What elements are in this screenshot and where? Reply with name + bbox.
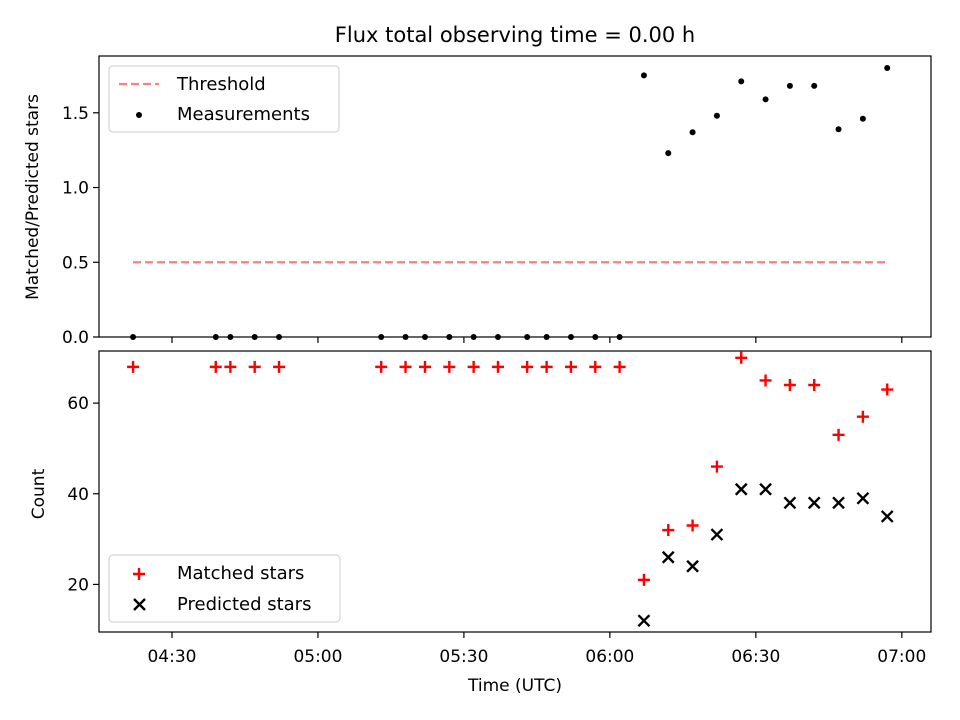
x-axis-label: Time (UTC) bbox=[467, 676, 562, 696]
matched-star-point bbox=[881, 383, 894, 396]
x-tick-label: 07:00 bbox=[877, 647, 926, 667]
bottom-plot-panel: 20 40 60 04:30 05:00 05:30 06:00 06:30 07:00 Co… bbox=[29, 350, 932, 696]
top-plot-panel: 0.0 0.5 1.0 1.5 Matched/Predicted stars Thr… bbox=[23, 55, 932, 348]
measurement-point bbox=[786, 82, 793, 89]
chart-title: Flux total observing time = 0.00 h bbox=[335, 23, 695, 47]
matched-star-point bbox=[375, 360, 388, 373]
top-y-tick-label: 1.0 bbox=[62, 179, 89, 199]
predicted-star-point bbox=[783, 496, 797, 510]
predicted-star-point bbox=[759, 482, 772, 496]
measurement-point bbox=[689, 129, 696, 136]
predicted-star-point bbox=[856, 491, 870, 505]
matched-star-point bbox=[613, 360, 626, 373]
matched-star-point bbox=[443, 360, 456, 373]
matched-star-point bbox=[710, 460, 723, 473]
matched-star-point bbox=[832, 428, 845, 441]
predicted-star-point bbox=[807, 496, 821, 510]
matched-star-point bbox=[248, 360, 261, 373]
top-legend-box bbox=[108, 65, 340, 133]
legend-threshold-label: Threshold bbox=[176, 74, 266, 95]
x-tick-label: 04:30 bbox=[147, 647, 196, 667]
matched-star-point bbox=[467, 360, 480, 373]
matched-star-point bbox=[856, 410, 869, 423]
matched-star-point bbox=[662, 524, 675, 537]
predicted-star-point bbox=[832, 496, 845, 510]
predicted-star-point bbox=[661, 550, 675, 564]
measurement-point bbox=[762, 96, 769, 103]
top-y-tick-label: 1.5 bbox=[62, 104, 89, 124]
legend-measurements-swatch bbox=[136, 112, 142, 118]
top-y-axis-label: Matched/Predicted stars bbox=[23, 94, 43, 300]
bottom-y-tick-label: 60 bbox=[67, 394, 89, 414]
bottom-y-axis-label: Count bbox=[29, 468, 49, 519]
matched-star-point bbox=[209, 360, 222, 373]
legend-matched-swatch bbox=[133, 568, 145, 580]
matched-star-point bbox=[418, 360, 431, 373]
predicted-star-point bbox=[686, 559, 699, 573]
bottom-y-tick-label: 40 bbox=[67, 485, 89, 505]
predicted-star-point bbox=[637, 614, 651, 628]
bottom-y-tick-label: 20 bbox=[67, 575, 89, 595]
measurement-point bbox=[640, 72, 647, 79]
matched-star-point bbox=[127, 360, 140, 373]
measurement-point bbox=[713, 112, 720, 119]
legend-measurements-label: Measurements bbox=[177, 104, 310, 125]
measurement-point bbox=[884, 64, 891, 71]
matched-star-point bbox=[273, 360, 286, 373]
matched-star-point bbox=[399, 360, 412, 373]
matched-star-point bbox=[491, 360, 504, 373]
x-tick-label: 05:30 bbox=[439, 647, 488, 667]
matched-star-point bbox=[735, 351, 748, 364]
measurement-point bbox=[835, 126, 842, 133]
bottom-legend-box bbox=[108, 554, 341, 623]
matched-star-point bbox=[589, 360, 602, 373]
predicted-star-point bbox=[734, 482, 748, 496]
matched-star-point bbox=[521, 360, 534, 373]
measurement-point bbox=[811, 82, 818, 89]
x-tick-label: 05:00 bbox=[293, 647, 342, 667]
measurement-point bbox=[738, 78, 745, 85]
measurement-point bbox=[859, 115, 866, 122]
measurement-point bbox=[665, 150, 672, 157]
x-tick-label: 06:00 bbox=[585, 647, 634, 667]
legend-predicted-swatch bbox=[133, 598, 146, 611]
matched-star-point bbox=[540, 360, 553, 373]
matched-star-point bbox=[637, 573, 650, 586]
top-y-tick-label: 0.5 bbox=[62, 253, 89, 273]
top-y-tick-label: 0.0 bbox=[62, 328, 89, 348]
top-legend: Threshold Measurements bbox=[108, 65, 340, 133]
top-plot-frame bbox=[98, 55, 932, 338]
matched-star-point bbox=[759, 374, 772, 387]
predicted-star-point bbox=[880, 510, 894, 523]
legend-predicted-label: Predicted stars bbox=[177, 594, 311, 615]
x-tick-label: 06:30 bbox=[731, 647, 780, 667]
bottom-plot-frame bbox=[98, 350, 932, 633]
matched-star-point bbox=[564, 360, 577, 373]
bottom-legend: Matched stars Predicted stars bbox=[108, 554, 341, 623]
matched-star-point bbox=[808, 378, 821, 391]
matched-star-point bbox=[686, 519, 699, 532]
predicted-star-point bbox=[710, 528, 724, 541]
legend-matched-label: Matched stars bbox=[177, 563, 304, 584]
matched-star-point bbox=[783, 378, 796, 391]
matched-star-point bbox=[224, 360, 237, 373]
